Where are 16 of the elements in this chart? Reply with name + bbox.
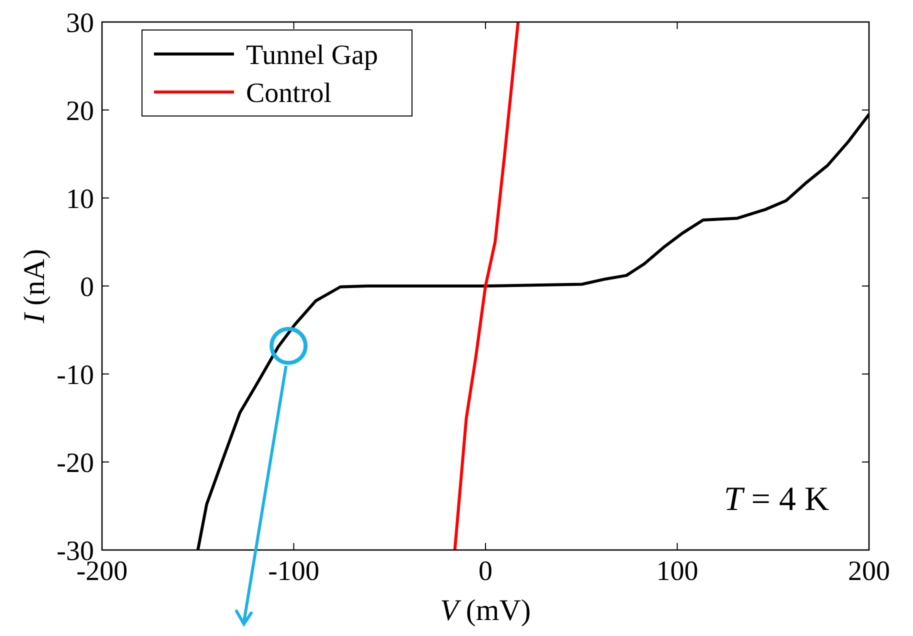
x-tick-label: 100: [656, 556, 698, 587]
y-axis-title: I (nA): [18, 248, 51, 324]
x-tick-label: 200: [848, 556, 890, 587]
legend-label: Tunnel Gap: [246, 40, 378, 71]
x-tick-label: -100: [268, 556, 320, 587]
x-tick-label: 0: [478, 556, 492, 587]
y-tick-label: 30: [66, 8, 94, 39]
x-axis-title: V (mV): [440, 594, 531, 627]
y-tick-label: 20: [66, 96, 94, 127]
legend-label: Control: [246, 78, 332, 109]
y-tick-label: -10: [56, 360, 94, 391]
y-tick-label: 0: [80, 272, 94, 303]
line-series: [453, 22, 520, 550]
y-tick-label: 10: [66, 184, 94, 215]
y-tick-label: -20: [56, 448, 94, 479]
annotation: T = 4 K: [724, 481, 830, 518]
